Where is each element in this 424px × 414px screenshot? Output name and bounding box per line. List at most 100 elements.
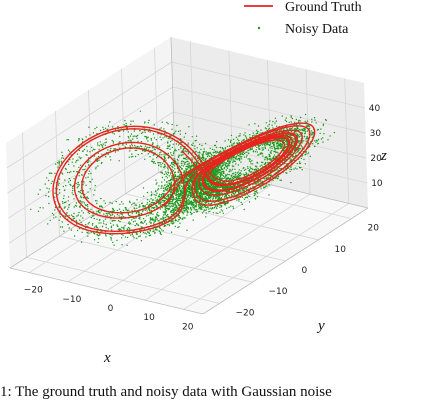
noisy-data-point (273, 156, 275, 158)
noisy-data-point (240, 201, 242, 204)
noisy-data-point (139, 231, 142, 234)
noisy-data-point (82, 150, 85, 152)
noisy-data-point (132, 221, 135, 223)
noisy-data-point (226, 177, 228, 180)
noisy-data-point (136, 134, 139, 137)
noisy-data-point (79, 219, 81, 221)
noisy-data-point (241, 152, 243, 154)
noisy-data-point (150, 137, 152, 140)
noisy-data-point (170, 222, 172, 224)
noisy-data-point (57, 166, 59, 168)
noisy-data-point (193, 165, 195, 167)
noisy-data-point (269, 141, 271, 143)
noisy-data-point (268, 123, 270, 126)
noisy-data-point (160, 233, 162, 236)
noisy-data-point (86, 145, 88, 148)
noisy-data-point (44, 183, 46, 185)
noisy-data-point (165, 209, 167, 212)
noisy-data-point (64, 189, 66, 191)
noisy-data-point (278, 147, 280, 149)
noisy-data-point (296, 128, 298, 131)
noisy-data-point (81, 231, 83, 233)
noisy-data-point (232, 138, 235, 141)
noisy-data-point (170, 140, 172, 143)
noisy-data-point (169, 164, 172, 167)
noisy-data-point (121, 244, 123, 246)
noisy-data-point (228, 161, 231, 163)
noisy-data-point (118, 219, 120, 222)
noisy-data-point (221, 147, 223, 149)
noisy-data-point (277, 152, 279, 154)
noisy-data-point (162, 216, 164, 218)
noisy-data-point (134, 225, 136, 227)
noisy-data-point (245, 172, 247, 174)
noisy-data-point (211, 154, 213, 157)
noisy-data-point (220, 197, 223, 199)
noisy-data-point (219, 181, 221, 183)
noisy-data-point (68, 163, 70, 166)
noisy-data-point (281, 115, 283, 117)
noisy-data-point (123, 216, 125, 218)
noisy-data-point (172, 151, 175, 153)
noisy-data-point (158, 230, 160, 232)
noisy-data-point (238, 157, 241, 160)
noisy-data-point (241, 173, 243, 175)
noisy-data-point (268, 153, 270, 156)
noisy-data-point (238, 198, 240, 200)
noisy-data-point (105, 223, 107, 226)
noisy-data-point (215, 152, 217, 154)
noisy-data-point (50, 182, 52, 185)
noisy-data-point (51, 212, 54, 215)
noisy-data-point (75, 219, 77, 222)
noisy-data-point (184, 209, 186, 212)
noisy-data-point (229, 178, 232, 180)
noisy-data-point (131, 145, 134, 147)
noisy-data-point (292, 140, 295, 143)
noisy-data-point (181, 218, 183, 220)
noisy-data-point (165, 216, 167, 219)
noisy-data-point (112, 241, 114, 244)
noisy-data-point (145, 223, 148, 225)
noisy-data-point (112, 126, 114, 128)
noisy-data-point (77, 182, 80, 184)
noisy-data-point (249, 195, 251, 198)
noisy-data-point (37, 210, 40, 212)
noisy-data-point (278, 143, 280, 145)
noisy-data-point (229, 168, 231, 171)
axes-grid (6, 36, 369, 315)
noisy-data-point (179, 130, 181, 132)
noisy-data-point (197, 152, 199, 154)
noisy-data-point (104, 234, 107, 236)
noisy-data-point (67, 181, 70, 183)
noisy-data-point (219, 192, 221, 194)
noisy-data-point (68, 204, 70, 206)
noisy-data-point (144, 232, 146, 234)
noisy-data-point (61, 151, 63, 153)
noisy-data-point (213, 149, 215, 151)
noisy-data-point (73, 170, 75, 173)
noisy-data-point (152, 133, 155, 135)
noisy-data-point (83, 202, 86, 204)
noisy-data-point (249, 158, 251, 160)
grid-line-y (26, 257, 220, 304)
noisy-data-point (224, 148, 226, 150)
noisy-data-point (224, 196, 226, 198)
noisy-data-point (267, 158, 269, 160)
noisy-data-point (100, 222, 102, 224)
noisy-data-point (303, 140, 305, 142)
noisy-data-point (135, 135, 138, 138)
noisy-data-point (125, 122, 127, 125)
noisy-data-point (152, 142, 154, 144)
noisy-data-point (192, 142, 194, 144)
noisy-data-point (200, 157, 202, 160)
noisy-data-point (222, 170, 225, 173)
noisy-data-point (275, 151, 277, 154)
noisy-data-point (241, 196, 243, 198)
noisy-data-point (225, 169, 228, 171)
noisy-data-point (299, 148, 302, 150)
noisy-data-point (322, 137, 324, 139)
noisy-data-point (138, 217, 140, 219)
noisy-data-point (70, 184, 72, 186)
noisy-data-point (58, 164, 60, 166)
noisy-data-point (142, 231, 145, 234)
